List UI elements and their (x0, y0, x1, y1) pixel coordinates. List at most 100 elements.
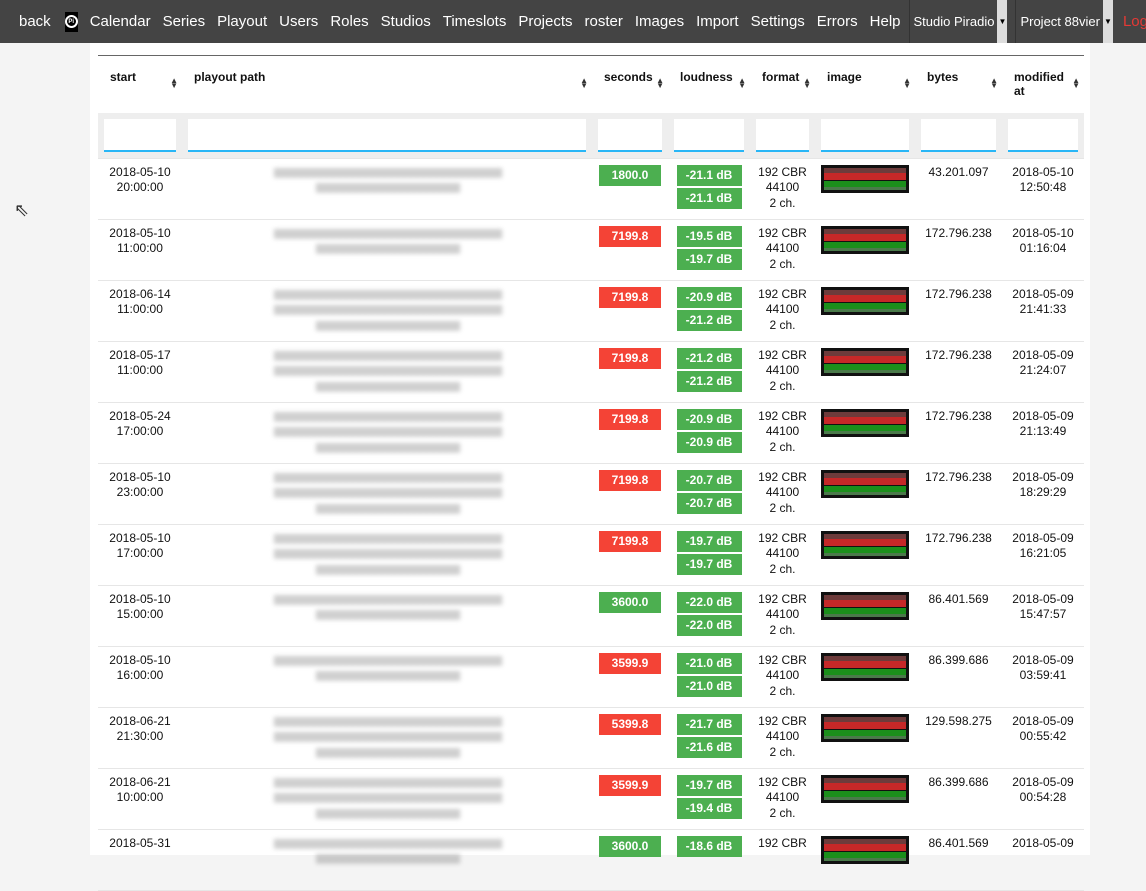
loudness-badge: -21.7 dB (676, 713, 742, 735)
filter-input-seconds[interactable] (598, 118, 662, 152)
column-header-bytes[interactable]: bytes ▲ ▼ (915, 56, 1002, 113)
column-header-playout-path[interactable]: playout path ▲ ▼ (182, 56, 592, 113)
waveform-image[interactable] (821, 286, 909, 315)
waveform-image[interactable] (821, 652, 909, 681)
modified-line: 2018-05-10 (1012, 225, 1074, 240)
nav-studios[interactable]: Studios (380, 13, 431, 30)
table-row[interactable]: 2018-05-10 20:00:00 ▆▆▆▆▆▆▆▆▆▆▆▆▆▆▆▆▆▆▆▆▆▆… (98, 158, 1084, 220)
path-cell: ▆▆▆▆▆▆▆▆▆▆▆▆▆▆▆▆▆▆▆▆▆▆▆▆▆▆▆▆▆▆▆▆▆▆▆ ▆▆▆▆▆… (182, 646, 592, 708)
seconds-cell: 3600.0 (592, 829, 668, 891)
waveform-band (824, 716, 906, 722)
column-header-start[interactable]: start ▲ ▼ (98, 56, 182, 113)
table-row[interactable]: 2018-05-17 11:00:00 ▆▆▆▆▆▆▆▆▆▆▆▆▆▆▆▆▆▆▆▆▆▆… (98, 341, 1084, 403)
waveform-band (824, 424, 906, 431)
column-header-seconds[interactable]: seconds ▲ ▼ (592, 56, 668, 113)
filter-input-modified-at[interactable] (1008, 118, 1078, 152)
table-row[interactable]: 2018-06-21 10:00:00 ▆▆▆▆▆▆▆▆▆▆▆▆▆▆▆▆▆▆▆▆▆▆… (98, 768, 1084, 830)
blurred-path-line: ▆▆▆▆▆▆▆▆▆▆▆▆▆▆▆▆▆▆▆▆▆▆ (315, 745, 460, 758)
nav-calendar[interactable]: Calendar (89, 13, 151, 30)
table-row[interactable]: 2018-05-10 16:00:00 ▆▆▆▆▆▆▆▆▆▆▆▆▆▆▆▆▆▆▆▆▆▆… (98, 646, 1084, 708)
bytes-value: 172.796.238 (925, 530, 992, 545)
table-row[interactable]: 2018-06-14 11:00:00 ▆▆▆▆▆▆▆▆▆▆▆▆▆▆▆▆▆▆▆▆▆▆… (98, 280, 1084, 342)
nav-roster[interactable]: roster (584, 13, 623, 30)
sort-icon[interactable]: ▲ ▼ (903, 76, 911, 90)
waveform-image[interactable] (821, 408, 909, 437)
filter-input-start[interactable] (104, 118, 176, 152)
filter-input-bytes[interactable] (921, 118, 996, 152)
bytes-value: 86.401.569 (928, 591, 989, 606)
filter-input-loudness[interactable] (674, 118, 744, 152)
back-link[interactable]: back (19, 13, 51, 30)
loudness-badge: -19.5 dB (676, 225, 742, 247)
column-label: format (762, 70, 800, 84)
seconds-cell: 7199.8 (592, 341, 668, 403)
sort-icon[interactable]: ▲ ▼ (1072, 76, 1080, 90)
seconds-badge: 7199.8 (599, 225, 661, 247)
logout-link[interactable]: Logout (1122, 13, 1146, 30)
project-select[interactable]: Project 88vier ▼ (1015, 0, 1113, 43)
nav-roles[interactable]: Roles (330, 13, 369, 30)
bytes-cell: 172.796.238 (915, 463, 1002, 525)
table-row[interactable]: 2018-05-10 11:00:00 ▆▆▆▆▆▆▆▆▆▆▆▆▆▆▆▆▆▆▆▆▆▆… (98, 219, 1084, 281)
seconds-badge: 3600.0 (599, 835, 661, 857)
nav-playout[interactable]: Playout (217, 13, 268, 30)
nav-timeslots[interactable]: Timeslots (442, 13, 507, 30)
blurred-path-line: ▆▆▆▆▆▆▆▆▆▆▆▆▆▆▆▆▆▆▆▆▆▆▆▆▆▆▆▆▆▆▆▆▆▆▆ (273, 165, 502, 178)
filter-input-format[interactable] (756, 118, 809, 152)
table-row[interactable]: 2018-05-10 15:00:00 ▆▆▆▆▆▆▆▆▆▆▆▆▆▆▆▆▆▆▆▆▆▆… (98, 585, 1084, 647)
column-header-image[interactable]: image ▲ ▼ (815, 56, 915, 113)
nav-errors[interactable]: Errors (816, 13, 858, 30)
logo-icon[interactable]: Pi (64, 11, 78, 32)
nav-projects[interactable]: Projects (518, 13, 573, 30)
start-line: 16:00:00 (116, 668, 164, 682)
waveform-image[interactable] (821, 225, 909, 254)
format-cell: 192 CBR 44100 2 ch. (750, 707, 815, 769)
format-line: 44100 (765, 363, 800, 377)
column-header-format[interactable]: format ▲ ▼ (750, 56, 815, 113)
nav-images[interactable]: Images (634, 13, 685, 30)
format-line: 192 CBR (758, 713, 807, 728)
sort-icon[interactable]: ▲ ▼ (170, 76, 178, 90)
column-header-loudness[interactable]: loudness ▲ ▼ (668, 56, 750, 113)
image-cell (815, 158, 915, 220)
filter-input-image[interactable] (821, 118, 909, 152)
table-row[interactable]: 2018-06-21 21:30:00 ▆▆▆▆▆▆▆▆▆▆▆▆▆▆▆▆▆▆▆▆▆▆… (98, 707, 1084, 769)
table-row[interactable]: 2018-05-10 17:00:00 ▆▆▆▆▆▆▆▆▆▆▆▆▆▆▆▆▆▆▆▆▆▆… (98, 524, 1084, 586)
waveform-image[interactable] (821, 164, 909, 193)
waveform-band (824, 546, 906, 553)
table-row[interactable]: 2018-05-24 17:00:00 ▆▆▆▆▆▆▆▆▆▆▆▆▆▆▆▆▆▆▆▆▆▆… (98, 402, 1084, 464)
nav-settings[interactable]: Settings (750, 13, 805, 30)
path-cell: ▆▆▆▆▆▆▆▆▆▆▆▆▆▆▆▆▆▆▆▆▆▆▆▆▆▆▆▆▆▆▆▆▆▆▆ ▆▆▆▆▆… (182, 463, 592, 525)
sort-icon[interactable]: ▲ ▼ (656, 76, 664, 90)
table-row[interactable]: 2018-05-31 ▆▆▆▆▆▆▆▆▆▆▆▆▆▆▆▆▆▆▆▆▆▆▆▆▆▆▆▆▆▆… (98, 829, 1084, 891)
sort-icon[interactable]: ▲ ▼ (580, 76, 588, 90)
waveform-image[interactable] (821, 347, 909, 376)
nav-import[interactable]: Import (696, 13, 739, 30)
sort-icon[interactable]: ▲ ▼ (990, 76, 998, 90)
bytes-cell: 172.796.238 (915, 402, 1002, 464)
bytes-value: 172.796.238 (925, 347, 992, 362)
sort-icon[interactable]: ▲ ▼ (803, 76, 811, 90)
column-label: image (827, 70, 862, 84)
nav-help[interactable]: Help (869, 13, 901, 30)
image-cell (815, 341, 915, 403)
waveform-image[interactable] (821, 835, 909, 864)
studio-select[interactable]: Studio Piradio ▼ (908, 0, 1008, 43)
nav-series[interactable]: Series (162, 13, 206, 30)
table-row[interactable]: 2018-05-10 23:00:00 ▆▆▆▆▆▆▆▆▆▆▆▆▆▆▆▆▆▆▆▆▆▆… (98, 463, 1084, 525)
nav-users[interactable]: Users (279, 13, 319, 30)
seconds-badge: 7199.8 (599, 347, 661, 369)
loudness-badge: -22.0 dB (676, 614, 742, 636)
waveform-image[interactable] (821, 530, 909, 559)
filter-input-playout-path[interactable] (188, 118, 586, 152)
seconds-cell: 3599.9 (592, 646, 668, 708)
sort-icon[interactable]: ▲ ▼ (738, 76, 746, 90)
start-cell: 2018-06-14 11:00:00 (98, 280, 182, 342)
waveform-image[interactable] (821, 713, 909, 742)
waveform-image[interactable] (821, 469, 909, 498)
waveform-image[interactable] (821, 591, 909, 620)
waveform-image[interactable] (821, 774, 909, 803)
column-header-modified-at[interactable]: modified at ▲ ▼ (1002, 56, 1084, 113)
format-line: 192 CBR (758, 652, 807, 667)
waveform-band (824, 294, 906, 302)
